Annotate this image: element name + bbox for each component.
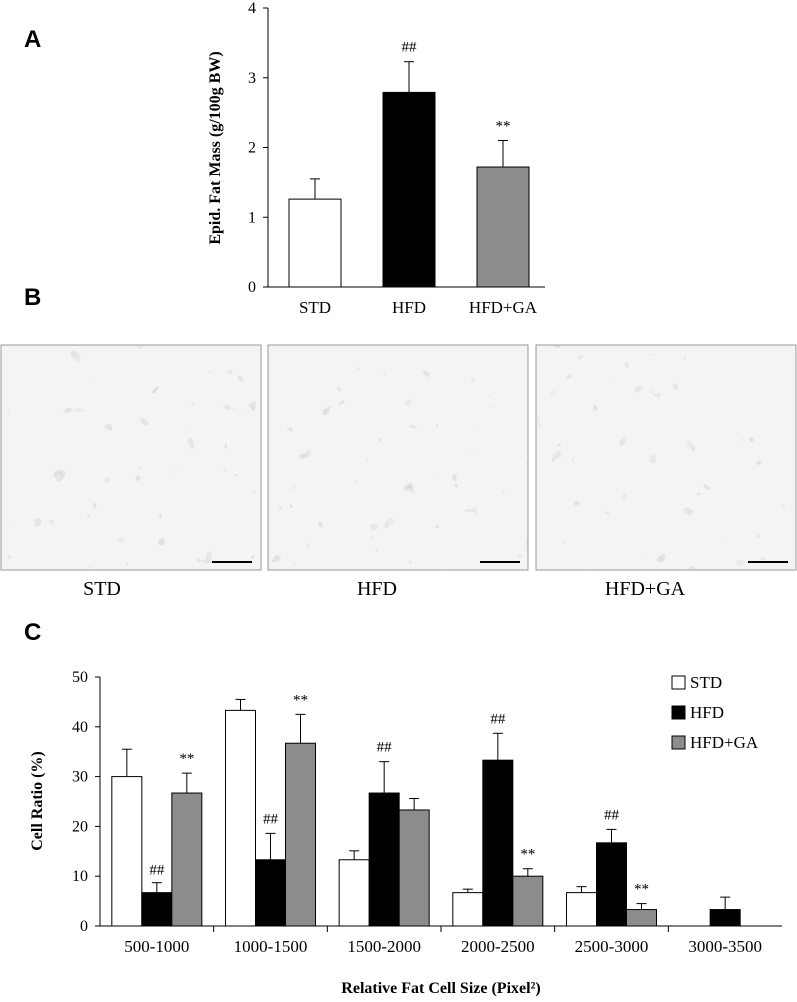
panel-c-bar bbox=[398, 809, 430, 927]
panel-a-chart: Epid. Fat Mass (g/100g BW) 0 1 2 3 4 STD HFD ##… bbox=[207, 0, 545, 317]
panel-c-y-tick-label: 20 bbox=[72, 818, 88, 835]
panel-a-y-axis-title: Epid. Fat Mass (g/100g BW) bbox=[207, 51, 224, 244]
panel-a-bar bbox=[288, 198, 342, 288]
micrograph-hfd-ga-texture bbox=[536, 345, 796, 570]
micrograph-std bbox=[0, 344, 262, 571]
legend-swatch bbox=[671, 735, 686, 750]
micrograph-hfd-texture bbox=[268, 345, 528, 570]
panel-c-significance-label: ## bbox=[263, 811, 279, 827]
panel-a-category-label: STD bbox=[299, 298, 331, 317]
panel-c-category-label: 3000-3500 bbox=[688, 937, 762, 956]
panel-c-bar bbox=[111, 776, 143, 927]
panel-c-x-axis-title: Relative Fat Cell Size (Pixel²) bbox=[341, 980, 540, 997]
panel-c-bar bbox=[255, 859, 286, 927]
panel-b-micrographs: STD HFD HFD+GA bbox=[0, 344, 797, 600]
micrograph-hfd-ga bbox=[535, 344, 797, 571]
panel-a-significance-label: ## bbox=[402, 40, 418, 56]
micrograph-caption-std: STD bbox=[83, 578, 121, 600]
panel-c-bar bbox=[368, 792, 400, 927]
panel-a-y-tick-label: 3 bbox=[248, 70, 256, 87]
panel-c-y-tick-label: 50 bbox=[72, 669, 88, 686]
panel-c-bar bbox=[596, 842, 627, 927]
panel-c-category-label: 1500-2000 bbox=[347, 937, 421, 956]
panel-c-bar bbox=[141, 892, 173, 927]
panel-a-letter: A bbox=[24, 26, 41, 53]
panel-c-letter: C bbox=[24, 619, 41, 646]
panel-a-y-tick-label: 4 bbox=[248, 0, 256, 17]
panel-c-bar bbox=[452, 892, 484, 927]
panel-a-category-label: HFD bbox=[392, 298, 426, 317]
panel-c-category-label: 1000-1500 bbox=[234, 937, 308, 956]
legend-label: HFD bbox=[690, 703, 724, 722]
panel-c-legend: STD HFD HFD+GA bbox=[671, 673, 759, 752]
legend-label: STD bbox=[690, 673, 722, 692]
panel-a-y-tick-label: 0 bbox=[248, 279, 256, 296]
panel-c-significance-label: ** bbox=[520, 847, 535, 863]
panel-c-significance-label: ** bbox=[179, 751, 194, 767]
panel-c-y-axis-title: Cell Ratio (%) bbox=[29, 751, 46, 851]
panel-a-bar bbox=[382, 91, 436, 288]
panel-c-bar bbox=[285, 742, 316, 927]
micrograph-caption-hfd-ga: HFD+GA bbox=[605, 578, 686, 600]
panel-c-y-tick-label: 40 bbox=[72, 719, 88, 736]
panel-c-bar bbox=[626, 909, 657, 927]
panel-c-category-label: 2500-3000 bbox=[575, 937, 649, 956]
panel-c-bar bbox=[512, 875, 544, 927]
panel-c-category-label: 2000-2500 bbox=[461, 937, 535, 956]
panel-c-significance-label: ** bbox=[634, 882, 649, 898]
legend-label: HFD+GA bbox=[690, 733, 759, 752]
panel-c-y-tick-label: 30 bbox=[72, 769, 88, 786]
panel-c-bar bbox=[171, 792, 203, 927]
panel-a-category-label: HFD+GA bbox=[469, 298, 538, 317]
panel-c-bar bbox=[709, 909, 741, 927]
panel-c-y-tick-label: 0 bbox=[80, 918, 88, 935]
panel-c-significance-label: ## bbox=[149, 863, 165, 879]
panel-a-significance-label: ** bbox=[496, 119, 511, 135]
panel-c-y-tick-label: 10 bbox=[72, 868, 88, 885]
panel-c-bar bbox=[338, 859, 370, 927]
panel-b-letter: B bbox=[24, 284, 41, 311]
micrograph-hfd bbox=[267, 344, 529, 571]
legend-swatch bbox=[671, 675, 686, 690]
panel-c-chart: Cell Ratio (%) Relative Fat Cell Size (P… bbox=[29, 669, 782, 997]
panel-c-category-label: 500-1000 bbox=[124, 937, 189, 956]
panel-c-bar bbox=[225, 709, 256, 927]
panel-c-bar bbox=[482, 759, 514, 927]
micrograph-caption-hfd: HFD bbox=[357, 578, 397, 600]
panel-c-significance-label: ## bbox=[490, 711, 506, 727]
panel-c-significance-label: ## bbox=[604, 807, 620, 823]
micrograph-std-texture bbox=[1, 345, 261, 570]
panel-c-significance-label: ** bbox=[293, 692, 308, 708]
panel-c-bar bbox=[566, 892, 597, 927]
legend-swatch bbox=[671, 705, 686, 720]
panel-a-y-tick-label: 1 bbox=[248, 209, 256, 226]
panel-a-bar bbox=[476, 166, 530, 288]
panel-c-significance-label: ## bbox=[377, 740, 393, 756]
panel-a-y-tick-label: 2 bbox=[248, 140, 256, 157]
